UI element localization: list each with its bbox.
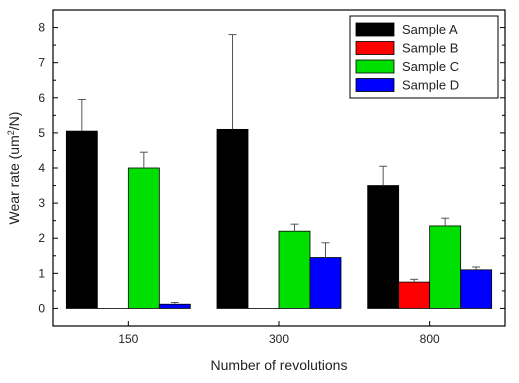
legend-label: Sample C [402, 59, 459, 74]
y-tick-label: 4 [38, 161, 45, 175]
x-axis: 150 300 800 [118, 321, 440, 346]
legend-swatch [355, 22, 395, 37]
x-tick-label: 800 [420, 332, 440, 346]
bar [429, 225, 462, 309]
y-tick-label: 6 [38, 91, 45, 105]
legend-label: Sample A [402, 22, 458, 37]
legend-swatch [355, 78, 395, 92]
error-bars-layer [77, 34, 481, 305]
bar [398, 281, 431, 309]
y-tick-label: 8 [38, 21, 45, 35]
bar [216, 128, 249, 309]
bar [278, 230, 311, 309]
y-axis-label: Wear rate (um2/N) [6, 112, 22, 225]
legend-swatch [355, 59, 395, 74]
x-tick-label: 300 [269, 332, 289, 346]
bar [309, 257, 342, 309]
y-tick-label: 7 [38, 56, 45, 70]
bar [65, 130, 98, 309]
bars-layer [65, 128, 493, 309]
bar [127, 167, 160, 309]
bar [367, 185, 400, 309]
y-tick-label: 1 [38, 266, 45, 280]
y-axis-label-superscript: 2 [6, 130, 16, 135]
y-tick-label: 3 [38, 196, 45, 210]
y-tick-label: 2 [38, 231, 45, 245]
legend-label: Sample D [402, 78, 459, 93]
y-axis-label-suffix: /N) [6, 112, 22, 131]
bar [158, 303, 191, 309]
x-axis-label: Number of revolutions [211, 357, 348, 373]
x-tick-label: 150 [118, 332, 138, 346]
y-tick-label: 0 [38, 301, 45, 315]
legend-label: Sample B [402, 41, 458, 56]
y-axis: 0 1 2 3 4 5 6 7 8 [38, 21, 505, 315]
legend-swatch [355, 41, 395, 55]
bar [460, 269, 493, 309]
y-axis-label-main: Wear rate (um [6, 135, 22, 224]
y-tick-label: 5 [38, 126, 45, 140]
legend: Sample A Sample B Sample C Sample D [349, 15, 499, 99]
